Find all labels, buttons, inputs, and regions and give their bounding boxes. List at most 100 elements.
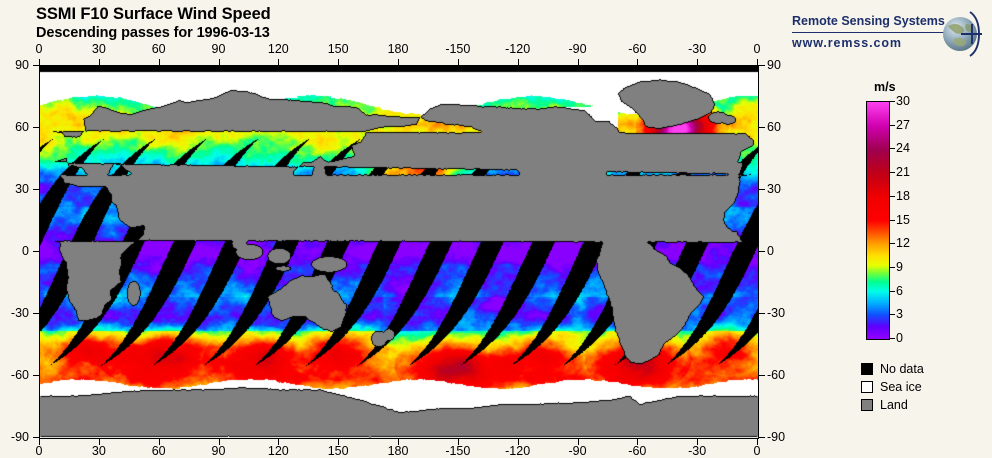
x-tick	[218, 439, 220, 445]
y-axis-label: -30	[767, 306, 786, 320]
no-data-label: No data	[880, 362, 924, 376]
legend-item-no-data: No data	[861, 360, 924, 378]
x-axis-label: -120	[505, 42, 531, 56]
x-tick	[158, 59, 160, 65]
x-axis-label: -150	[445, 42, 471, 56]
x-tick	[757, 439, 758, 445]
colorbar-tick-label: 3	[896, 307, 903, 322]
x-axis-label: 0	[753, 444, 761, 458]
x-axis-label: 90	[211, 444, 226, 458]
x-tick	[577, 59, 579, 65]
website-url[interactable]: www.remss.com	[792, 36, 902, 50]
x-axis-label: -30	[688, 42, 707, 56]
colorbar-tick-label: 15	[896, 212, 910, 227]
colorbar	[866, 101, 890, 340]
x-axis-label: 150	[327, 444, 349, 458]
x-axis-label: 60	[151, 444, 166, 458]
x-axis-label: 150	[327, 42, 349, 56]
y-tick	[33, 437, 39, 438]
y-tick	[759, 189, 765, 190]
x-tick	[278, 439, 280, 445]
x-axis-label: -60	[628, 42, 647, 56]
x-axis-label: 60	[151, 42, 166, 56]
x-tick	[457, 59, 459, 65]
logo-divider	[792, 32, 944, 33]
x-axis-label: 0	[35, 444, 43, 458]
y-axis-label: 0	[22, 244, 29, 258]
colorbar-tick	[890, 101, 895, 102]
colorbar-tick	[890, 124, 895, 126]
y-tick	[33, 189, 39, 190]
x-tick	[637, 439, 639, 445]
y-tick	[759, 437, 765, 438]
land-label: Land	[880, 398, 908, 412]
x-axis-label: 0	[35, 42, 43, 56]
colorbar-tick	[890, 243, 895, 245]
y-tick	[759, 313, 765, 314]
y-tick	[33, 127, 39, 128]
y-tick	[33, 375, 39, 376]
colorbar-tick	[890, 195, 895, 197]
y-tick	[759, 375, 765, 376]
x-axis-label: 0	[753, 42, 761, 56]
x-tick	[637, 59, 639, 65]
y-axis-label: -90	[767, 430, 786, 444]
x-tick	[39, 59, 40, 65]
land-swatch	[861, 399, 873, 411]
x-axis-label: 180	[387, 42, 409, 56]
no-data-swatch	[861, 363, 873, 375]
colorbar-tick-label: 6	[896, 283, 903, 298]
x-axis-label: 90	[211, 42, 226, 56]
class-legend: No data Sea ice Land	[861, 360, 924, 414]
y-tick	[759, 251, 765, 252]
y-axis-label: 60	[15, 120, 29, 134]
x-tick	[398, 439, 399, 445]
y-axis-label: -60	[767, 368, 786, 382]
y-axis-label: 30	[767, 182, 781, 196]
wind-speed-map	[39, 65, 759, 439]
x-tick	[39, 439, 40, 445]
title-block: SSMI F10 Surface Wind Speed Descending p…	[36, 4, 271, 42]
y-tick	[33, 251, 39, 252]
y-axis-label: 30	[15, 182, 29, 196]
x-tick	[218, 59, 220, 65]
y-axis-label: -30	[10, 306, 29, 320]
x-axis-label: -90	[568, 444, 587, 458]
remss-logo[interactable]: Remote Sensing Systems www.remss.com	[792, 11, 988, 64]
colorbar-tick-label: 21	[896, 165, 910, 180]
colorbar-gradient	[867, 102, 889, 339]
x-tick	[278, 59, 280, 65]
y-axis-label: 90	[767, 58, 781, 72]
x-tick	[338, 439, 340, 445]
x-tick	[517, 59, 519, 65]
x-axis-label: 30	[91, 42, 106, 56]
colorbar-units-label: m/s	[874, 80, 896, 94]
organization-name: Remote Sensing Systems	[792, 14, 945, 28]
x-tick	[577, 439, 579, 445]
x-axis-label: -150	[445, 444, 471, 458]
x-tick	[398, 59, 399, 65]
page-subtitle: Descending passes for 1996-03-13	[36, 25, 270, 41]
colorbar-tick-label: 30	[896, 94, 910, 108]
x-axis-label: 180	[387, 444, 409, 458]
x-tick	[98, 439, 100, 445]
colorbar-tick	[890, 172, 895, 174]
colorbar-tick-label: 9	[896, 259, 903, 274]
x-tick	[457, 439, 459, 445]
colorbar-tick-label: 27	[896, 117, 910, 132]
x-tick	[338, 59, 340, 65]
sea-ice-label: Sea ice	[880, 380, 922, 394]
x-axis-label: -120	[505, 444, 531, 458]
colorbar-tick-label: 24	[896, 141, 910, 156]
colorbar-tick-label: 12	[896, 236, 910, 251]
colorbar-tick-label: 0	[896, 331, 903, 345]
colorbar-tick	[890, 338, 895, 339]
x-tick	[757, 59, 758, 65]
y-axis-label: -90	[10, 430, 29, 444]
y-tick	[33, 65, 39, 66]
colorbar-tick	[890, 290, 895, 292]
y-axis-label: 60	[767, 120, 781, 134]
x-tick	[697, 439, 699, 445]
legend-item-land: Land	[861, 396, 924, 414]
x-axis-label: -60	[628, 444, 647, 458]
